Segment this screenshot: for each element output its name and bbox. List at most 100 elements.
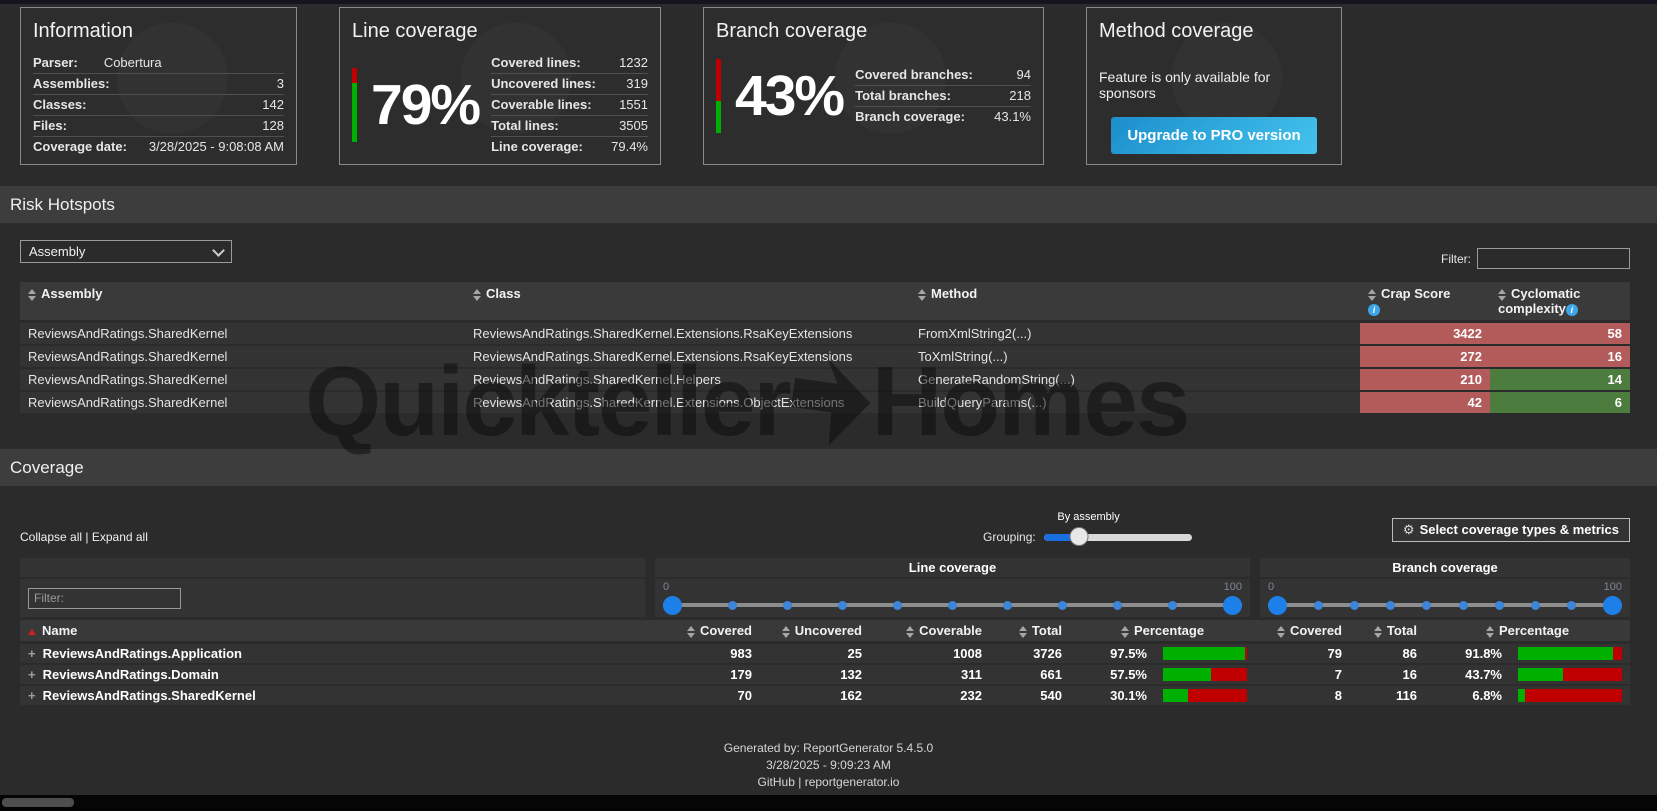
sort-icon[interactable]	[1120, 625, 1129, 638]
sort-icon[interactable]	[918, 288, 926, 301]
branch-coverage-table: Covered branches: 94 Total branches: 218 B…	[855, 65, 1031, 127]
sort-icon[interactable]	[1018, 625, 1027, 638]
col-covered[interactable]: Covered	[650, 617, 760, 644]
line-coverage-range-filter: 0 100	[645, 578, 1255, 620]
assembly-name-cell[interactable]: + ReviewsAndRatings.SharedKernel	[20, 685, 650, 707]
assembly-name-cell[interactable]: + ReviewsAndRatings.Domain	[20, 664, 650, 686]
col-coverable[interactable]: Coverable	[870, 617, 990, 644]
coverage-filter-input[interactable]	[28, 587, 181, 609]
grouping-value-label: By assembly	[1057, 511, 1120, 523]
expand-collapse-links: Collapse all | Expand all	[20, 530, 148, 544]
col-uncovered[interactable]: Uncovered	[760, 617, 870, 644]
branch-coverage-range-slider[interactable]	[1268, 595, 1622, 615]
info-row-assemblies: Assemblies: 3	[33, 73, 284, 94]
information-table: Parser: Cobertura Assemblies: 3 Classes:…	[33, 53, 284, 157]
risk-table-row: ReviewsAndRatings.SharedKernel ReviewsAn…	[20, 368, 1630, 392]
report-footer: Generated by: ReportGenerator 5.4.5.0 3/…	[0, 740, 1657, 791]
sort-icon[interactable]	[1498, 288, 1506, 301]
horizontal-scrollbar-thumb[interactable]	[2, 798, 74, 807]
risk-col-class[interactable]: Class	[465, 282, 910, 323]
branch-coverage-group-header: Branch coverage	[1250, 558, 1630, 579]
risk-filter-input[interactable]	[1477, 248, 1630, 269]
col-branch-covered[interactable]: Covered	[1255, 617, 1350, 644]
sort-icon[interactable]	[686, 625, 695, 638]
risk-col-assembly[interactable]: Assembly	[20, 282, 465, 323]
horizontal-scrollbar[interactable]	[0, 795, 1657, 811]
risk-col-method[interactable]: Method	[910, 282, 1360, 323]
sort-asc-icon	[28, 629, 36, 635]
info-row-coverage-date: Coverage date: 3/28/2025 - 9:08:08 AM	[33, 136, 284, 157]
branch-coverage-mini-bar	[716, 59, 721, 133]
info-icon[interactable]: i	[1565, 304, 1578, 316]
mini-bar-covered	[352, 83, 357, 142]
sort-icon[interactable]	[473, 288, 481, 301]
line-coverage-bar	[1163, 689, 1247, 702]
risk-filter-label: Filter:	[1441, 251, 1471, 266]
slider-min-label: 0	[663, 581, 670, 593]
slider-min-handle[interactable]	[663, 595, 682, 615]
collapse-all-link[interactable]: Collapse all	[20, 530, 83, 544]
slider-max-handle[interactable]	[1602, 595, 1622, 615]
expand-plus-icon[interactable]: +	[28, 667, 36, 682]
branch-coverage-bar	[1518, 647, 1622, 660]
slider-max-handle[interactable]	[1223, 595, 1242, 615]
expand-plus-icon[interactable]: +	[28, 688, 36, 703]
info-icon[interactable]: i	[1368, 304, 1380, 316]
chevron-down-icon	[212, 243, 225, 257]
slider-max-label: 100	[1223, 581, 1242, 593]
risk-table-row: ReviewsAndRatings.SharedKernel ReviewsAn…	[20, 345, 1630, 369]
col-branch-percentage[interactable]: Percentage	[1425, 617, 1630, 644]
method-coverage-card-title: Method coverage	[1099, 20, 1254, 42]
risk-table-row: ReviewsAndRatings.SharedKernel ReviewsAn…	[20, 391, 1630, 415]
grouping-slider-thumb[interactable]	[1069, 527, 1089, 546]
cyclomatic-cell: 14	[1490, 368, 1630, 392]
site-link[interactable]: reportgenerator.io	[804, 775, 900, 789]
risk-grouping-select-value: Assembly	[29, 244, 86, 259]
grouping-label: Grouping:	[983, 530, 1036, 544]
col-name[interactable]: Name	[20, 617, 650, 644]
expand-plus-icon[interactable]: +	[28, 646, 36, 661]
coverage-column-header-row: Name Covered Uncovered Coverable Total P…	[20, 617, 1630, 644]
risk-table-header-row: Assembly Class Method Crap Score i Cyclom…	[20, 282, 1630, 323]
risk-hotspots-content: Assembly Filter: Assembly Class Method C…	[20, 240, 1630, 415]
sort-icon[interactable]	[1373, 625, 1382, 638]
cyclomatic-cell: 6	[1490, 391, 1630, 415]
risk-grouping-select[interactable]: Assembly	[20, 240, 232, 263]
coverage-controls: Collapse all | Expand all Grouping: By a…	[20, 504, 1630, 546]
sort-icon[interactable]	[1485, 625, 1494, 638]
branch-coverage-bar	[1518, 689, 1622, 702]
col-total[interactable]: Total	[990, 617, 1070, 644]
github-link[interactable]: GitHub	[757, 775, 795, 789]
slider-max-label: 100	[1603, 581, 1622, 593]
line-coverage-bar	[1163, 647, 1247, 660]
sort-icon[interactable]	[28, 288, 36, 301]
coverage-section-header: Coverage	[0, 449, 1657, 486]
line-coverage-card: Line coverage 79% Covered lines: 1232 Unc…	[339, 7, 661, 165]
col-branch-total[interactable]: Total	[1350, 617, 1425, 644]
slider-min-handle[interactable]	[1268, 595, 1287, 615]
risk-col-crap-score[interactable]: Crap Score i	[1360, 282, 1490, 323]
risk-col-cyclomatic[interactable]: Cyclomatic complexity i	[1490, 282, 1630, 323]
coverage-row: + ReviewsAndRatings.SharedKernel 70 162 2…	[20, 685, 1630, 707]
mini-bar-covered	[716, 101, 721, 133]
select-metrics-button[interactable]: ⚙ Select coverage types & metrics	[1391, 518, 1630, 542]
sort-icon[interactable]	[1368, 288, 1376, 301]
col-line-percentage[interactable]: Percentage	[1070, 617, 1255, 644]
sort-icon[interactable]	[781, 625, 790, 638]
generated-date: 3/28/2025 - 9:09:23 AM	[766, 758, 891, 772]
grouping-slider-track[interactable]	[1043, 534, 1192, 541]
grouping-slider-fill	[1043, 534, 1080, 541]
line-coverage-range-slider[interactable]	[663, 595, 1242, 615]
top-strip	[0, 0, 1657, 4]
upgrade-pro-button[interactable]: Upgrade to PRO version	[1111, 117, 1317, 154]
grouping-slider[interactable]: By assembly	[1043, 511, 1192, 546]
sort-icon[interactable]	[906, 625, 915, 638]
branch-coverage-card: Branch coverage 43% Covered branches: 94 …	[703, 7, 1044, 165]
sponsor-message: Feature is only available for sponsors	[1099, 69, 1271, 101]
sort-icon[interactable]	[1276, 625, 1285, 638]
expand-all-link[interactable]: Expand all	[91, 530, 148, 544]
branch-coverage-card-title: Branch coverage	[716, 20, 868, 42]
mini-bar-uncovered	[352, 68, 357, 84]
assembly-name-cell[interactable]: + ReviewsAndRatings.Application	[20, 642, 650, 665]
